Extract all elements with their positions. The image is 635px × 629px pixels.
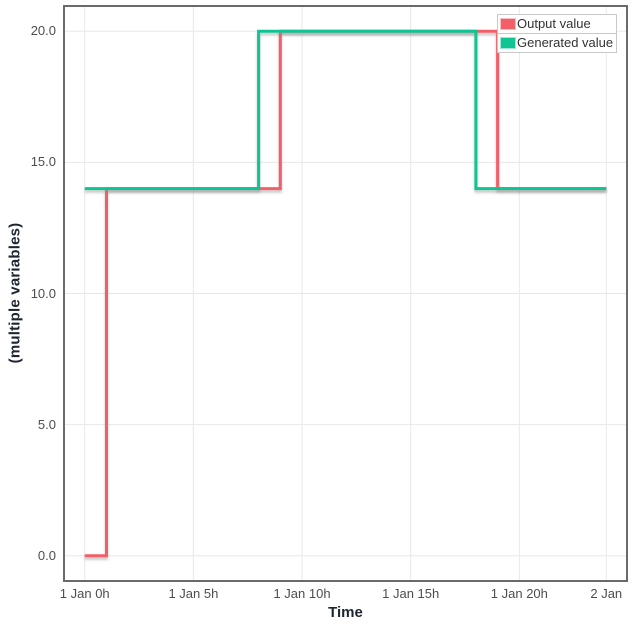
legend-label-generated-value: Generated value xyxy=(517,35,614,50)
legend-label-output-value: Output value xyxy=(517,16,591,31)
legend-swatch-output-value xyxy=(500,18,516,30)
gridlines xyxy=(63,5,628,582)
y-tick-label: 0.0 xyxy=(37,547,56,563)
x-tick-label: 1 Jan 0h xyxy=(59,586,110,601)
x-tick-label: 1 Jan 10h xyxy=(273,586,331,601)
series-line-output-value xyxy=(84,29,607,558)
x-tick-label: 1 Jan 5h xyxy=(168,586,219,601)
y-tick-label: 20.0 xyxy=(30,23,56,39)
x-tick-label: 2 Jan xyxy=(590,586,623,601)
legend-item-output-value[interactable]: Output value xyxy=(497,14,618,34)
plot-canvas xyxy=(63,5,628,582)
x-tick-label: 1 Jan 20h xyxy=(490,586,548,601)
x-axis-title: Time xyxy=(328,604,363,621)
series-line-generated-value xyxy=(84,29,607,191)
legend: Output value Generated value xyxy=(497,14,618,53)
y-tick-label: 5.0 xyxy=(37,416,56,432)
y-tick-label: 10.0 xyxy=(30,285,56,301)
legend-item-generated-value[interactable]: Generated value xyxy=(497,33,618,53)
legend-swatch-generated-value xyxy=(500,37,516,49)
x-tick-label: 1 Jan 15h xyxy=(382,586,440,601)
y-tick-label: 15.0 xyxy=(30,154,56,170)
